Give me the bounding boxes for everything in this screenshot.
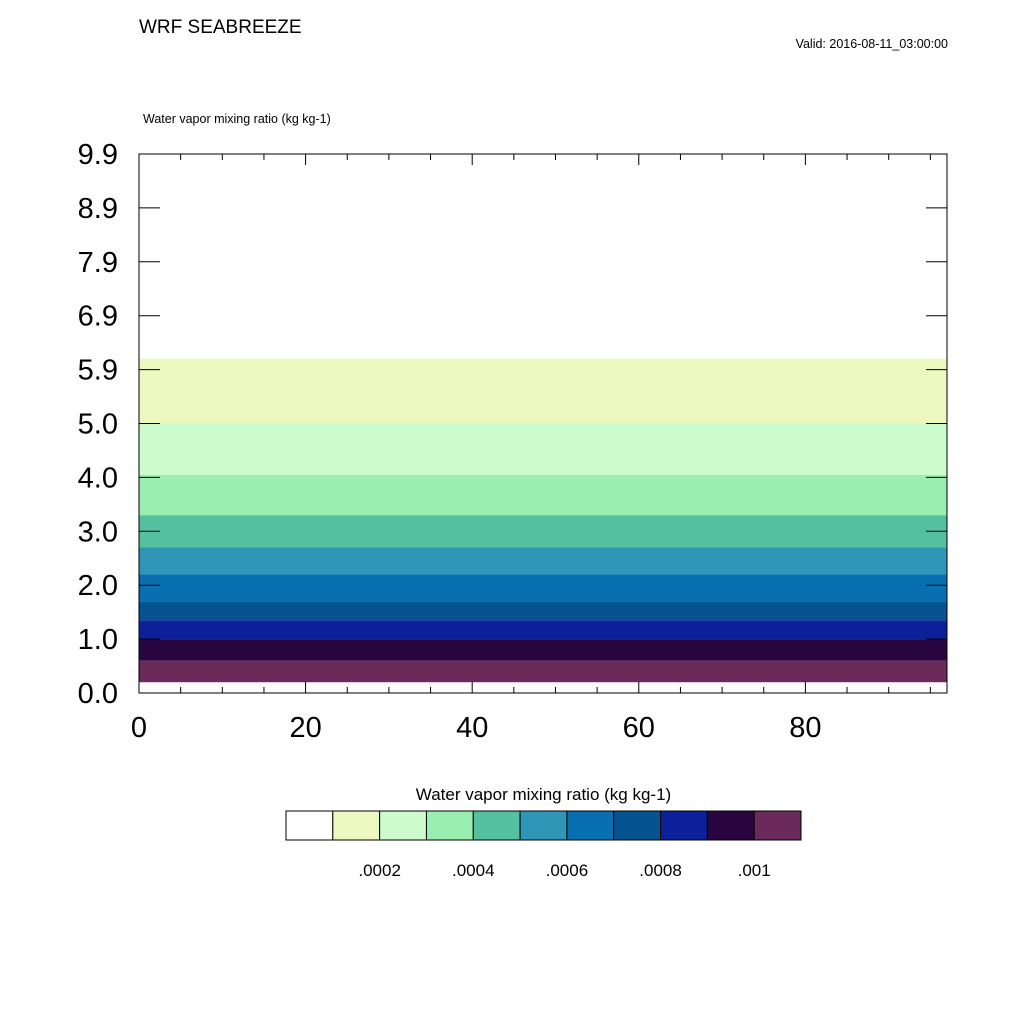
band-2: [139, 620, 947, 640]
data-bands: [139, 358, 947, 683]
y-tick-label: 9.9: [78, 139, 118, 171]
colorbar-label: .0006: [546, 861, 589, 880]
y-tick-label: 0.0: [78, 678, 118, 710]
band-9: [139, 358, 947, 424]
x-tick-label: 60: [623, 712, 655, 744]
y-tick-label: 4.0: [78, 462, 118, 494]
colorbar-box: [379, 810, 427, 841]
colorbar: [285, 810, 802, 841]
plot-title: WRF SEABREEZE: [139, 17, 302, 38]
colorbar-box: [613, 810, 662, 841]
band-5: [139, 547, 947, 575]
colorbar-box: [285, 810, 334, 841]
colorbar-box: [519, 810, 568, 841]
band-3: [139, 601, 947, 621]
colorbar-box: [753, 810, 802, 841]
band-4: [139, 574, 947, 602]
y-tick-label: 8.9: [78, 193, 118, 225]
band-0: [139, 660, 947, 683]
colorbar-title: Water vapor mixing ratio (kg kg-1): [415, 785, 672, 804]
plot-frame: [138, 153, 948, 694]
y-tick-label: 7.9: [78, 247, 118, 279]
y-tick-label: 6.9: [78, 301, 118, 333]
colorbar-label: .0002: [358, 861, 401, 880]
y-tick-label: 5.9: [78, 355, 118, 387]
colorbar-box: [660, 810, 708, 841]
x-tick-labels: 0 20 40 60 80: [131, 712, 822, 744]
colorbar-box: [425, 810, 474, 841]
colorbar-box: [706, 810, 755, 841]
band-6: [139, 515, 947, 548]
band-8: [139, 423, 947, 475]
band-7: [139, 474, 947, 516]
x-tick-label: 80: [789, 712, 821, 744]
y-tick-label: 1.0: [78, 624, 118, 656]
colorbar-labels: .0002 .0004 .0006 .0008 .001: [358, 861, 770, 880]
colorbar-box: [332, 810, 381, 841]
y-tick-labels: 0.0 1.0 2.0 3.0 4.0 5.0 5.9 6.9 7.9 8.9 9.9: [78, 139, 118, 710]
y-tick-label: 5.0: [78, 409, 118, 441]
x-tick-label: 20: [289, 712, 321, 744]
valid-time: Valid: 2016-08-11_03:00:00: [795, 37, 948, 51]
y-tick-label: 2.0: [78, 570, 118, 602]
x-tick-label: 0: [131, 712, 147, 744]
colorbar-label: .001: [738, 861, 771, 880]
field-label: Water vapor mixing ratio (kg kg-1): [143, 112, 331, 126]
colorbar-label: .0008: [639, 861, 682, 880]
colorbar-box: [566, 810, 615, 841]
band-1: [139, 639, 947, 661]
colorbar-box: [472, 810, 521, 841]
y-tick-label: 3.0: [78, 516, 118, 548]
x-tick-label: 40: [456, 712, 488, 744]
colorbar-label: .0004: [452, 861, 495, 880]
